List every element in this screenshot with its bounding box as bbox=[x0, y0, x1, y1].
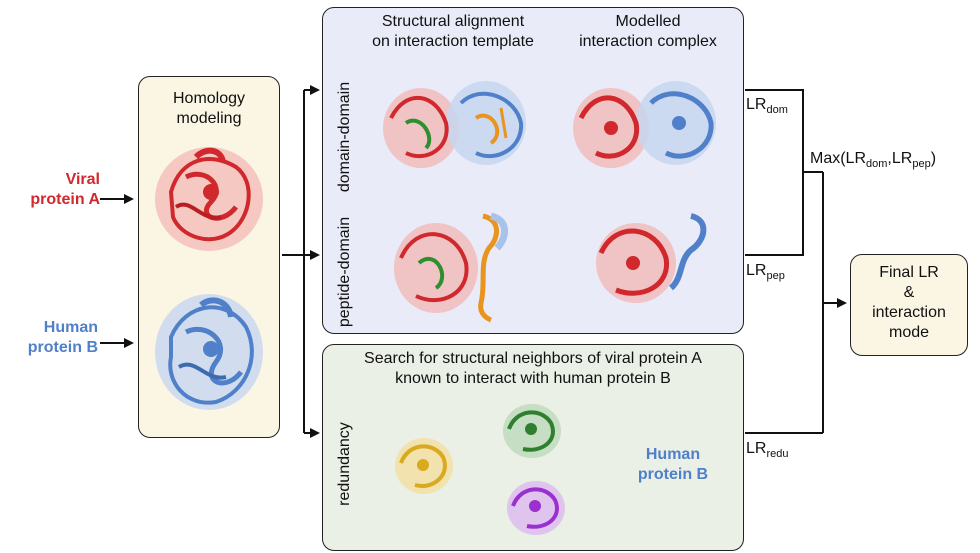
viral-label-line2: protein A bbox=[30, 191, 100, 208]
lr-dom-sub: dom bbox=[766, 104, 788, 117]
homology-title-line2: modeling bbox=[176, 110, 242, 127]
yellow-neighbor-structure bbox=[395, 438, 453, 494]
complex-header-line1: Modelled bbox=[615, 13, 681, 30]
domain-domain-label: domain-domain bbox=[336, 81, 353, 193]
lr-dom-label: LRdom bbox=[746, 96, 788, 116]
bottom-human-line2: protein B bbox=[637, 466, 709, 483]
bottom-human-protein-label: Human protein B bbox=[613, 445, 733, 485]
purple-neighbor-structure bbox=[507, 481, 565, 535]
max-prefix: Max(LR bbox=[810, 150, 867, 167]
final-line2: & bbox=[903, 284, 915, 301]
lr-pep-sub: pep bbox=[766, 270, 785, 283]
peptide-alignment-structure bbox=[394, 212, 508, 323]
homology-title-line1: Homology bbox=[172, 90, 246, 107]
complex-column-header: Modelled interaction complex bbox=[553, 12, 743, 52]
peptide-complex-structure bbox=[596, 213, 707, 303]
viral-protein-structure bbox=[155, 147, 263, 251]
human-protein-label: Human protein B bbox=[10, 318, 98, 358]
final-lr-box: Final LR & interaction mode bbox=[850, 254, 968, 356]
human-label-line2: protein B bbox=[27, 339, 98, 356]
redundancy-title: Search for structural neighbors of viral… bbox=[323, 349, 743, 389]
viral-label-line1: Viral bbox=[65, 171, 100, 188]
alignment-header-line2: on interaction template bbox=[372, 33, 534, 50]
alignment-header-line1: Structural alignment bbox=[381, 13, 525, 30]
max-pep-sub: pep bbox=[912, 158, 931, 171]
alignment-column-header: Structural alignment on interaction temp… bbox=[353, 12, 553, 52]
homology-modeling-panel: Homology modeling bbox=[138, 76, 280, 438]
lr-pep-text: LR bbox=[746, 262, 767, 279]
final-line1: Final LR bbox=[879, 264, 939, 281]
redundancy-title-line2: known to interact with human protein B bbox=[395, 370, 671, 387]
redundancy-panel: Search for structural neighbors of viral… bbox=[322, 344, 744, 551]
lr-dom-text: LR bbox=[746, 96, 767, 113]
redundancy-label: redundancy bbox=[336, 422, 353, 506]
complex-header-line2: interaction complex bbox=[579, 33, 717, 50]
final-line3: interaction bbox=[872, 304, 946, 321]
human-protein-structure bbox=[155, 294, 263, 410]
final-lr-text: Final LR & interaction mode bbox=[851, 263, 967, 343]
domain-alignment-structure bbox=[383, 81, 526, 168]
lr-redu-sub: redu bbox=[766, 448, 789, 461]
human-label-line1: Human bbox=[43, 319, 98, 336]
max-dom-sub: dom bbox=[866, 158, 888, 171]
max-lr-label: Max(LRdom,LRpep) bbox=[810, 150, 936, 170]
green-neighbor-structure bbox=[503, 404, 561, 458]
lr-redu-text: LR bbox=[746, 440, 767, 457]
lr-redu-label: LRredu bbox=[746, 440, 788, 460]
structural-template-panel: Structural alignment on interaction temp… bbox=[322, 7, 744, 334]
lr-pep-label: LRpep bbox=[746, 262, 785, 282]
final-line4: mode bbox=[888, 324, 930, 341]
bottom-human-line1: Human bbox=[645, 446, 701, 463]
homology-title: Homology modeling bbox=[139, 89, 279, 129]
max-mid: ,LR bbox=[887, 150, 913, 167]
domain-complex-structure bbox=[573, 81, 716, 168]
viral-protein-label: Viral protein A bbox=[20, 170, 100, 210]
redundancy-title-line1: Search for structural neighbors of viral… bbox=[364, 350, 702, 367]
max-suffix: ) bbox=[930, 150, 937, 167]
peptide-domain-label: peptide-domain bbox=[336, 216, 353, 328]
